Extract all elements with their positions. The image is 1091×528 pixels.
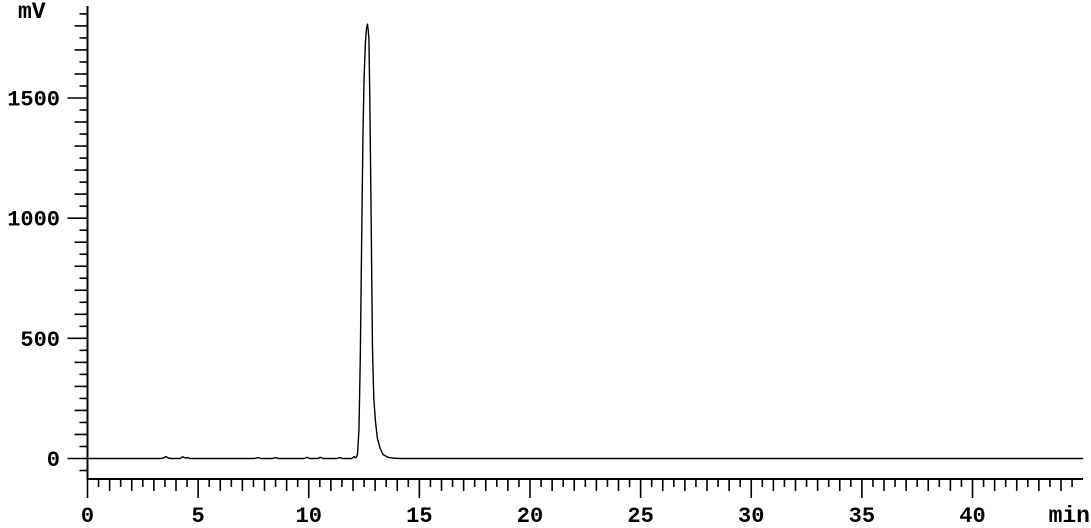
x-tick-label-25: 25 [627, 504, 653, 528]
x-tick-label-20: 20 [517, 504, 543, 528]
x-tick-label-5: 5 [192, 504, 205, 528]
y-tick-label-1500: 1500 [7, 88, 60, 113]
x-tick-label-30: 30 [738, 504, 764, 528]
y-axis-unit-label: mV [18, 0, 46, 25]
x-axis-ticks [86, 479, 1073, 498]
y-tick-label-1000: 1000 [7, 208, 60, 233]
y-axis-tick-labels: 0 500 1000 1500 [7, 88, 60, 473]
x-axis-tick-labels: 0 5 10 15 20 25 30 35 40 [81, 504, 986, 528]
x-tick-label-0: 0 [81, 504, 94, 528]
x-tick-label-10: 10 [296, 504, 322, 528]
x-tick-label-15: 15 [406, 504, 432, 528]
x-tick-label-35: 35 [849, 504, 875, 528]
y-tick-label-0: 0 [47, 448, 60, 473]
chromatogram-trace [87, 23, 1084, 460]
x-axis-unit-label: min [1049, 503, 1090, 528]
x-tick-label-40: 40 [959, 504, 985, 528]
y-axis-ticks [67, 13, 88, 472]
y-tick-label-500: 500 [20, 328, 60, 353]
